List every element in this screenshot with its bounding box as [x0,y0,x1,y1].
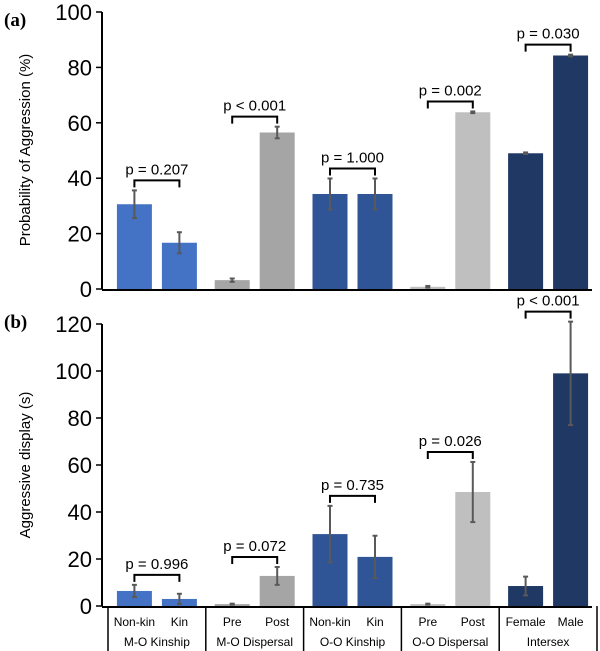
p-value-label: p = 0.996 [125,556,188,573]
y-tick-label: 20 [68,222,92,247]
bar [214,280,250,289]
p-value-label: p = 0.030 [517,26,580,43]
group-label: O-O Dispersal [412,635,488,649]
p-value-label: p < 0.001 [517,293,580,310]
p-value-label: p < 0.001 [223,98,286,115]
p-value-label: p = 0.207 [125,161,188,178]
significance-bracket [426,450,474,459]
panel-label: (a) [4,10,26,31]
bar [553,55,589,289]
group-label: M-O Dispersal [216,635,293,649]
y-tick-label: 100 [55,0,92,25]
significance-bracket [524,310,572,319]
y-tick-label: 80 [68,406,92,431]
p-value-label: p = 0.735 [321,477,384,494]
category-label: Pre [418,615,437,629]
p-value-label: p = 1.000 [321,149,384,166]
category-label: Female [506,615,546,629]
category-label: Non-kin [114,615,155,629]
significance-bracket [426,100,474,109]
panel-label: (b) [4,312,27,333]
y-tick-label: 40 [68,166,92,191]
y-axis-label: Aggressive display (s) [17,392,34,539]
category-label: Pre [223,615,242,629]
group-label: M-O Kinship [124,635,190,649]
bar [116,590,152,606]
significance-bracket [329,167,376,176]
y-tick-label: 0 [80,277,92,302]
bar [259,132,295,289]
category-label: Post [265,615,290,629]
y-tick-label: 60 [68,453,92,478]
category-label: Non-kin [309,615,350,629]
y-axis-label: Probability of Aggression (%) [17,54,34,247]
category-label: Kin [171,615,188,629]
category-label: Male [558,615,584,629]
significance-bracket [133,179,181,188]
significance-bracket [231,555,279,564]
y-tick-label: 100 [55,359,92,384]
y-tick-label: 60 [68,111,92,136]
y-tick-label: 80 [68,55,92,80]
p-value-label: p = 0.002 [419,82,482,99]
y-tick-label: 120 [55,312,92,337]
y-tick-label: 20 [68,547,92,572]
category-label: Kin [366,615,383,629]
bar [508,153,544,289]
bar [455,112,491,289]
category-label: Post [461,615,486,629]
significance-bracket [231,115,279,124]
p-value-label: p = 0.026 [419,433,482,450]
y-tick-label: 0 [80,594,92,619]
significance-bracket [133,573,181,582]
group-label: O-O Kinship [320,635,386,649]
significance-bracket [329,494,376,503]
group-label: Intersex [527,635,570,649]
y-tick-label: 40 [68,500,92,525]
significance-bracket [524,43,572,52]
p-value-label: p = 0.072 [223,538,286,555]
